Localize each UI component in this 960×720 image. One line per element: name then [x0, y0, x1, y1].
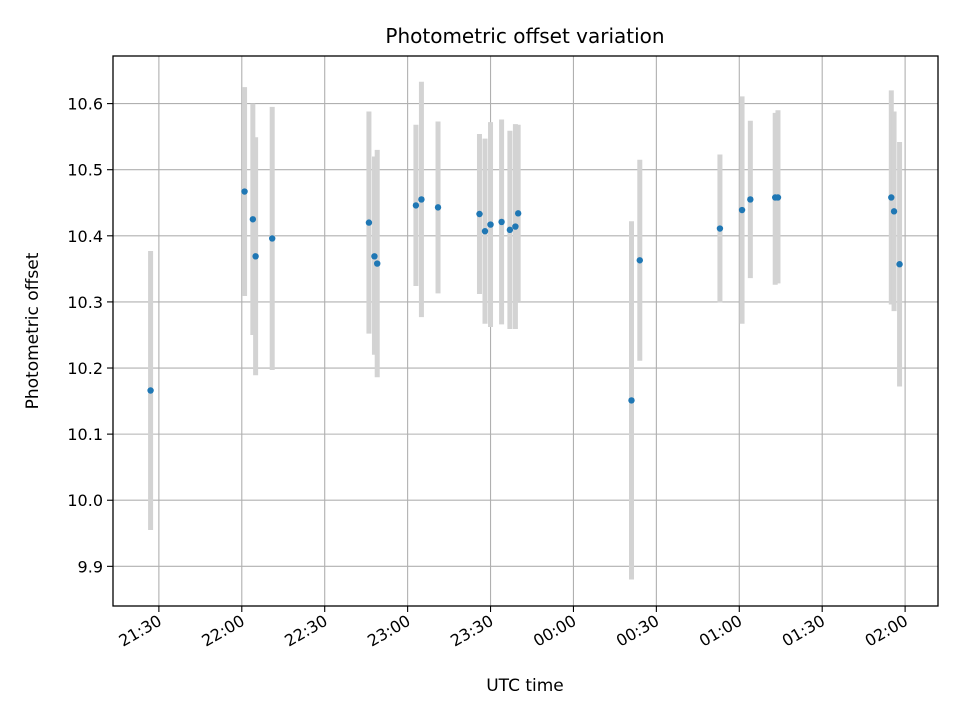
data-point: [888, 194, 895, 201]
data-point: [418, 196, 425, 203]
data-point: [147, 387, 154, 394]
data-point: [412, 202, 420, 209]
data-point: [241, 188, 248, 195]
data-point: [249, 216, 257, 223]
data-points: [147, 188, 903, 404]
data-point: [514, 210, 522, 217]
data-point: [636, 257, 643, 264]
data-point: [738, 206, 746, 214]
data-point: [371, 253, 378, 260]
data-point: [481, 227, 489, 235]
data-point: [896, 261, 903, 268]
data-point: [716, 225, 724, 232]
data-point: [890, 208, 898, 215]
data-point: [506, 226, 514, 234]
data-point: [628, 397, 635, 404]
data-point: [268, 235, 276, 242]
y-tick-label: 10.6: [67, 95, 103, 114]
y-axis-label: Photometric offset: [23, 252, 43, 409]
data-point: [747, 196, 754, 203]
data-point: [498, 218, 505, 226]
plot-frame: [112, 55, 939, 607]
data-point: [374, 260, 381, 267]
data-point: [487, 221, 494, 228]
y-tick-label: 10.4: [67, 227, 103, 246]
chart-title: Photometric offset variation: [385, 24, 664, 48]
data-point: [252, 253, 259, 260]
y-tick-label: 10.0: [67, 491, 103, 510]
x-axis-label: UTC time: [486, 676, 564, 696]
data-point: [365, 219, 373, 226]
y-tick-label: 10.2: [67, 359, 103, 378]
data-point: [434, 204, 442, 211]
y-tick-label: 10.3: [67, 293, 103, 312]
y-tick-label: 9.9: [78, 557, 103, 576]
data-point: [774, 194, 782, 201]
y-tick-label: 10.1: [67, 425, 103, 444]
data-point: [512, 223, 519, 230]
data-point: [476, 210, 483, 218]
y-tick-label: 10.5: [67, 161, 103, 180]
